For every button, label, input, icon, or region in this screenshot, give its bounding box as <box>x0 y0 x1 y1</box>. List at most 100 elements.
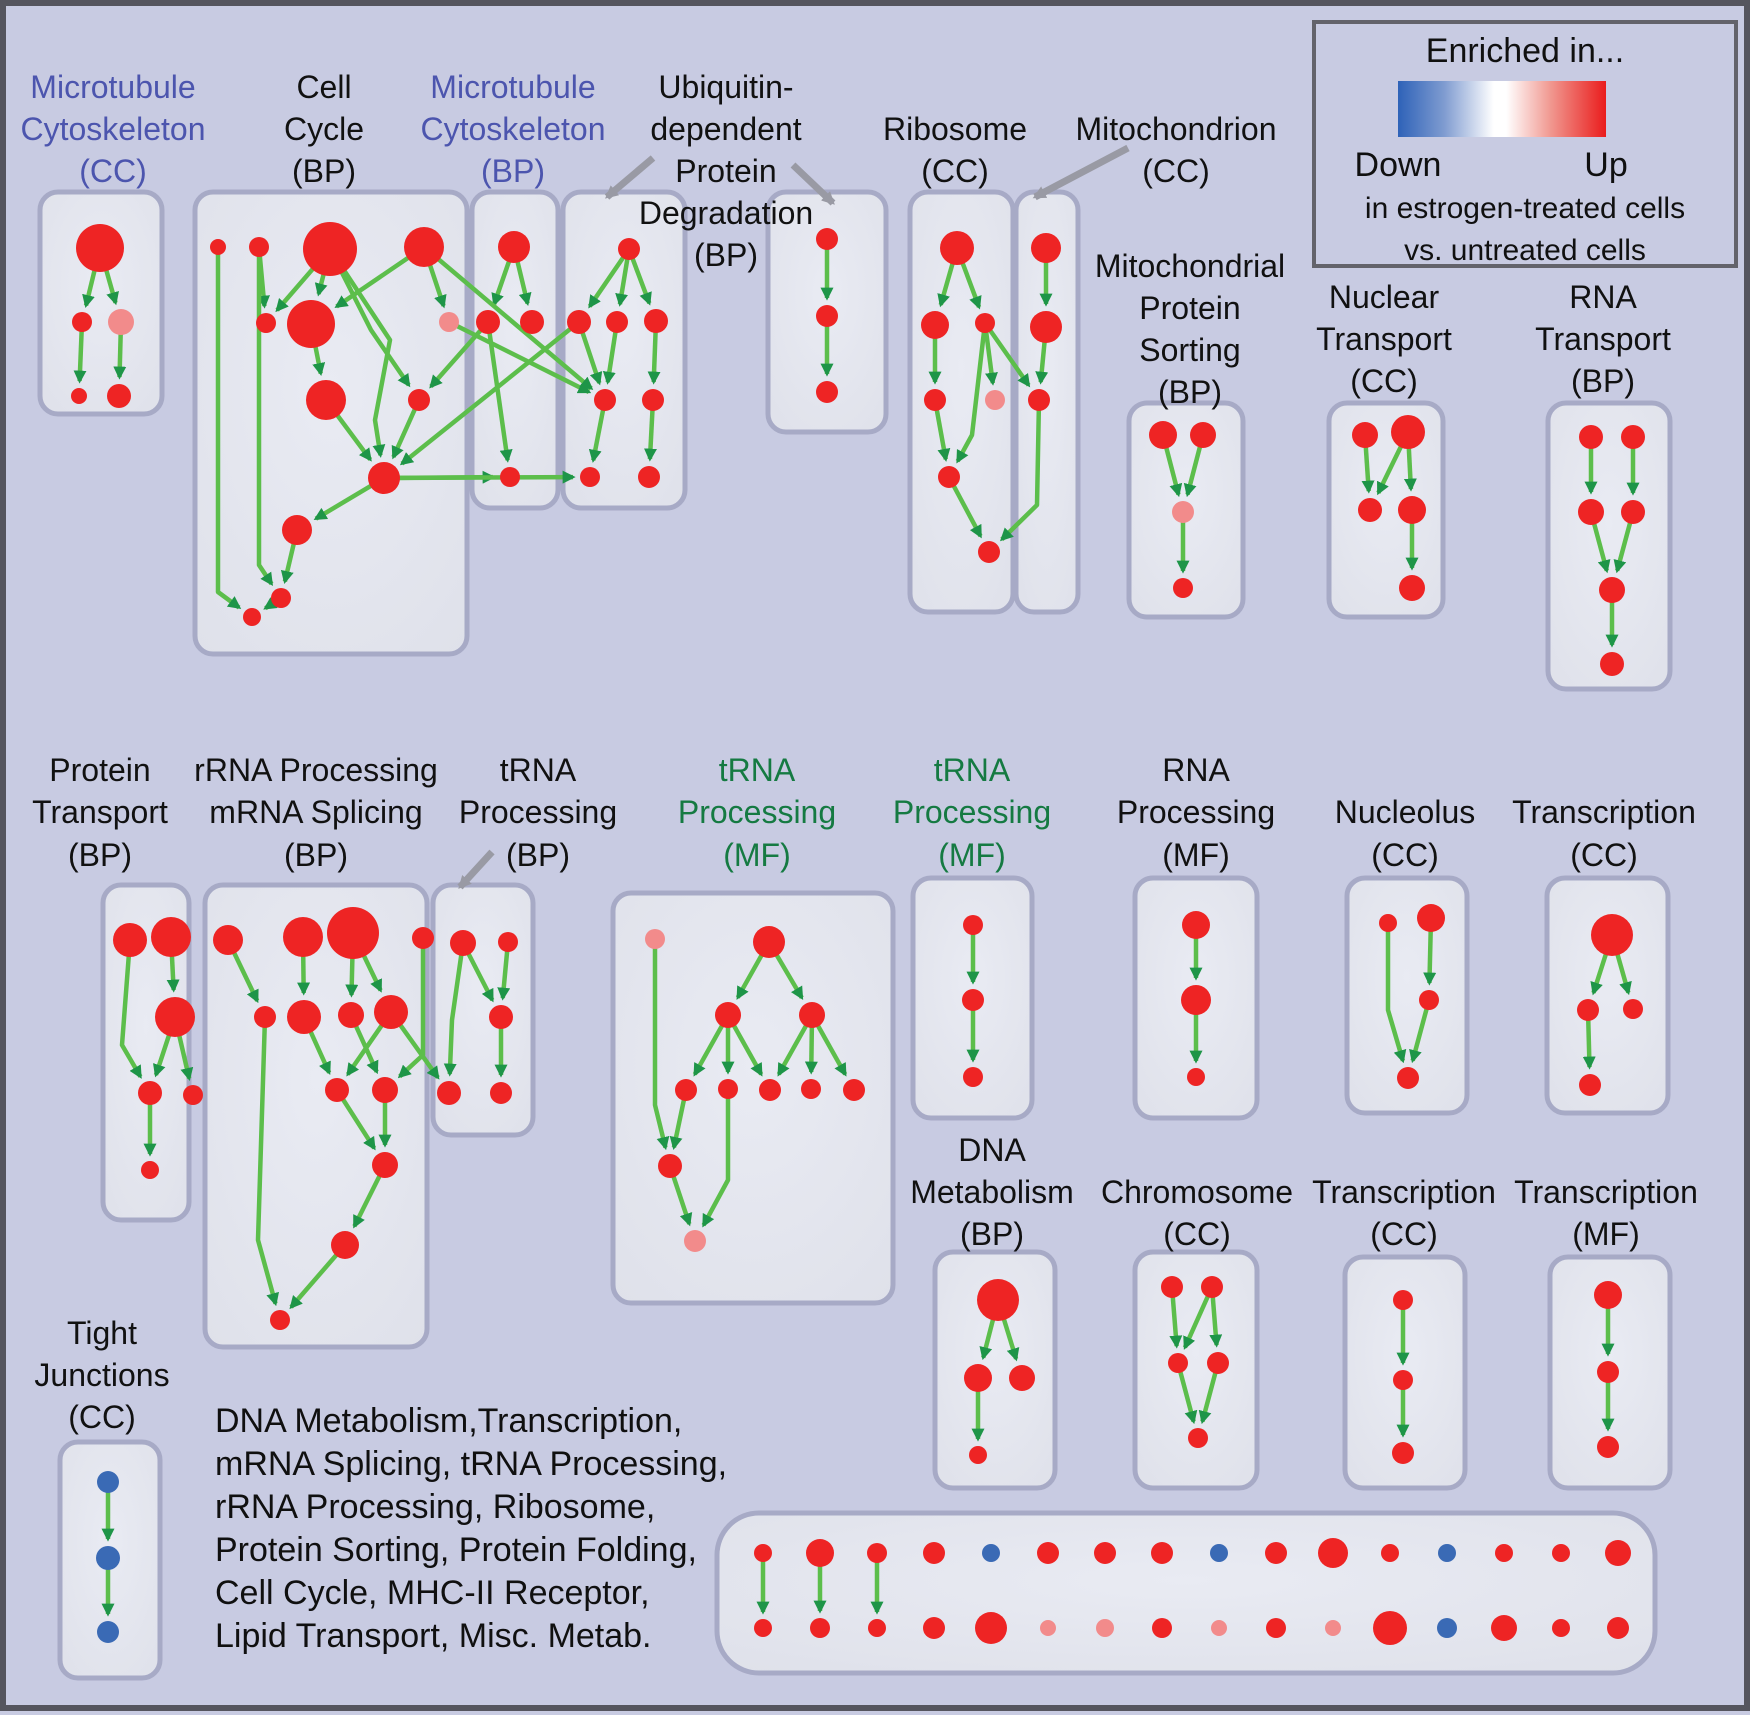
edge <box>1182 1286 1215 1350</box>
go-term-node <box>1597 1436 1619 1458</box>
misc-categories-text: DNA Metabolism,Transcription, mRNA Splic… <box>215 1400 728 1658</box>
edge <box>1000 399 1042 542</box>
go-term-node <box>964 1364 992 1392</box>
group-label-trna-mf-b: (MF) <box>938 837 1006 873</box>
go-term-node <box>372 1152 398 1178</box>
group-label-nucleolus: Nucleolus <box>1335 794 1476 830</box>
go-term-node <box>810 1618 830 1638</box>
go-term-node <box>642 389 664 411</box>
group-label-cell-cycle: Cycle <box>284 111 364 147</box>
go-term-node <box>249 237 269 257</box>
group-label-cell-cycle: (BP) <box>292 153 356 189</box>
go-term-node <box>490 1082 512 1104</box>
go-term-node <box>799 1002 825 1028</box>
group-label-mito-protein-sorting: (BP) <box>1158 374 1222 410</box>
go-term-node <box>1495 1544 1513 1562</box>
misc-text-line: DNA Metabolism,Transcription, <box>215 1402 683 1440</box>
group-box-transcription-cc-mid <box>1544 875 1671 1116</box>
go-term-node <box>963 915 983 935</box>
go-term-node <box>580 467 600 487</box>
go-term-node <box>1391 415 1425 449</box>
go-term-node <box>254 1006 276 1028</box>
group-label-rrna-mrna: mRNA Splicing <box>209 794 422 830</box>
go-term-node <box>1358 498 1382 522</box>
group-label-mitochondrion: Mitochondrion <box>1076 111 1277 147</box>
go-term-node <box>1040 1620 1056 1636</box>
go-term-node <box>1009 1365 1035 1391</box>
go-term-node <box>1600 652 1624 676</box>
go-term-node <box>1552 1619 1570 1637</box>
group-label-nuclear-transport: (CC) <box>1350 363 1418 399</box>
go-term-node <box>1579 1074 1601 1096</box>
go-term-node <box>982 1544 1000 1562</box>
edge <box>383 470 576 484</box>
go-term-node <box>303 222 357 276</box>
group-label-cell-cycle: Cell <box>296 69 351 105</box>
go-term-node <box>962 989 984 1011</box>
go-term-node <box>924 389 946 411</box>
group-box-protein-transport <box>100 882 192 1223</box>
group-label-transcription-cc-mid: (CC) <box>1570 837 1638 873</box>
mitochondrion-arrow <box>1032 144 1130 201</box>
labels-layer: Microtubule Cytoskeleton (CC) Cell Cycle (BP)… <box>21 69 1698 1435</box>
go-term-node <box>759 1079 781 1101</box>
group-label-ribosome: Ribosome <box>883 111 1027 147</box>
edge <box>422 245 594 391</box>
go-term-node <box>1352 422 1378 448</box>
misc-text-line: Cell Cycle, MHC-II Receptor, <box>215 1574 650 1612</box>
go-term-node <box>1161 1276 1183 1298</box>
go-term-node <box>283 917 323 957</box>
go-term-node <box>96 1546 120 1570</box>
group-label-tight-junctions: Junctions <box>34 1357 169 1393</box>
go-term-node <box>327 907 379 959</box>
nodes-layer <box>71 222 1645 1645</box>
go-term-node <box>1579 425 1603 449</box>
group-label-trna-mf-b: tRNA <box>934 752 1011 788</box>
go-term-node <box>282 515 312 545</box>
go-term-node <box>975 1612 1007 1644</box>
go-term-node <box>1381 1544 1399 1562</box>
group-label-protein-transport: Transport <box>32 794 168 830</box>
go-term-node <box>1028 389 1050 411</box>
go-term-node <box>1172 501 1194 523</box>
group-label-microtubule-cc: Cytoskeleton <box>21 111 206 147</box>
go-term-node <box>439 312 459 332</box>
go-term-node <box>1393 1370 1413 1390</box>
go-term-node <box>754 1544 772 1562</box>
go-term-node <box>108 309 134 335</box>
go-term-node <box>72 312 92 332</box>
misc-text-line: rRNA Processing, Ribosome, <box>215 1488 656 1526</box>
edge <box>701 1089 731 1228</box>
go-term-node <box>1578 499 1604 525</box>
go-term-node <box>1181 985 1211 1015</box>
group-label-mitochondrion: (CC) <box>1142 153 1210 189</box>
go-term-node <box>1210 1544 1228 1562</box>
go-term-node <box>1417 904 1445 932</box>
legend: Enriched in... Down Up in estrogen-treat… <box>1312 20 1738 268</box>
group-label-dna-metabolism: Metabolism <box>910 1174 1074 1210</box>
go-term-node <box>1266 1618 1286 1638</box>
group-label-microtubule-bp: Cytoskeleton <box>421 111 606 147</box>
go-term-node <box>1318 1538 1348 1568</box>
go-term-node <box>476 310 500 334</box>
go-term-node <box>923 1617 945 1639</box>
go-term-node <box>644 309 668 333</box>
misc-text-line: mRNA Splicing, tRNA Processing, <box>215 1445 728 1483</box>
go-term-node <box>151 917 191 957</box>
go-term-node <box>76 224 124 272</box>
go-term-node <box>594 389 616 411</box>
legend-down-label: Down <box>1354 146 1442 184</box>
go-term-node <box>606 311 628 333</box>
group-label-ubiquitin-a: dependent <box>650 111 801 147</box>
group-label-dna-metabolism: (BP) <box>960 1216 1024 1252</box>
go-term-node <box>940 231 974 265</box>
group-label-transcription-cc-low: (CC) <box>1370 1216 1438 1252</box>
go-term-node <box>1419 990 1439 1010</box>
go-term-node <box>1188 1428 1208 1448</box>
go-term-node <box>183 1085 203 1105</box>
go-term-node <box>753 926 785 958</box>
go-term-node <box>107 384 131 408</box>
group-box-microtubule-cc <box>37 189 165 417</box>
